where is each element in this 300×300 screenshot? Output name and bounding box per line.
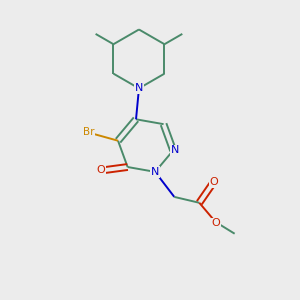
Text: Br: Br	[83, 127, 94, 137]
Text: O: O	[211, 218, 220, 228]
Text: N: N	[170, 146, 179, 155]
Text: O: O	[97, 165, 106, 175]
Text: N: N	[151, 167, 159, 177]
Text: N: N	[135, 83, 143, 93]
Text: O: O	[210, 177, 218, 187]
